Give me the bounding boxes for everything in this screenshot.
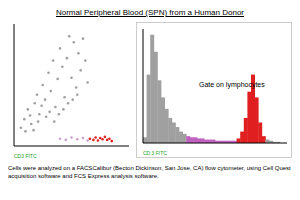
svg-text:CD3 FITC: CD3 FITC — [14, 153, 37, 159]
html-text:Gate on lymphocytes: Gate on lymphocytes — [199, 81, 265, 88]
html-text:Cells were analyzed on a FACSC: Cells were analyzed on a FACSCalibur (Be… — [8, 165, 291, 179]
svg-text:CD 3 FITC: CD 3 FITC — [143, 150, 167, 156]
html-text:Normal Peripheral Blood (SPN): Normal Peripheral Blood (SPN) from a Hum… — [56, 8, 244, 17]
